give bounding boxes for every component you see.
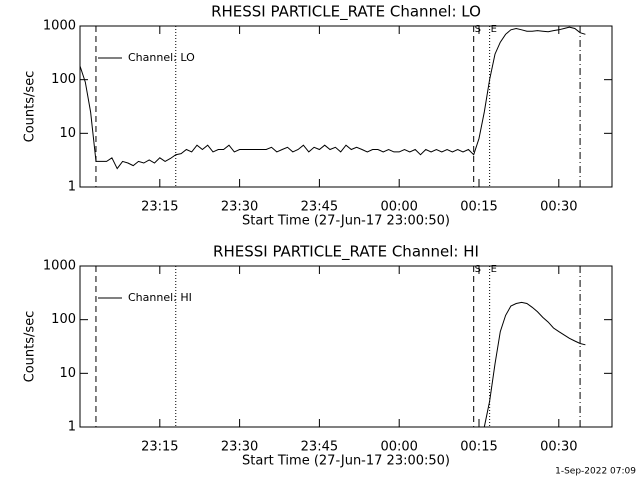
event-label: S [475, 24, 481, 35]
legend-label: Channel: LO [128, 51, 195, 64]
x-tick-label: 23:45 [301, 440, 338, 455]
x-tick-label: 00:30 [540, 440, 577, 455]
x-tick-label: 23:30 [221, 440, 258, 455]
x-tick-label: 23:30 [221, 200, 258, 215]
x-tick-label: 00:15 [460, 440, 497, 455]
event-label: S [475, 264, 481, 275]
x-tick-label: 23:15 [141, 200, 178, 215]
plot-frame [79, 265, 613, 428]
y-tick-label: 100 [51, 72, 76, 87]
x-axis-label: Start Time (27-Jun-17 23:00:50) [242, 214, 450, 229]
x-tick-label: 23:45 [301, 200, 338, 215]
y-tick-label: 100 [51, 312, 76, 327]
y-tick-label: 1000 [43, 19, 76, 34]
footer: 1-Sep-2022 07:09 [555, 467, 636, 477]
y-tick-label: 10 [59, 366, 76, 381]
y-axis-label: Counts/sec [23, 311, 38, 383]
plot-frame [79, 25, 613, 188]
data-line [79, 26, 586, 170]
x-tick-label: 00:15 [460, 200, 497, 215]
legend-label: Channel: HI [128, 291, 192, 304]
x-tick-label: 00:00 [380, 440, 417, 455]
y-tick-label: 1000 [43, 259, 76, 274]
y-tick-label: 1 [68, 180, 76, 195]
chart-title: RHESSI PARTICLE_RATE Channel: HI [213, 243, 479, 262]
x-tick-label: 23:15 [141, 440, 178, 455]
y-axis-label: Counts/sec [23, 71, 38, 143]
chart-title: RHESSI PARTICLE_RATE Channel: LO [211, 3, 481, 22]
event-label: E [491, 264, 497, 275]
y-tick-label: 10 [59, 126, 76, 141]
x-tick-label: 00:30 [540, 200, 577, 215]
x-tick-label: 00:00 [380, 200, 417, 215]
x-axis-label: Start Time (27-Jun-17 23:00:50) [242, 454, 450, 469]
event-label: E [491, 24, 497, 35]
y-tick-label: 1 [68, 420, 76, 435]
data-line [483, 301, 586, 428]
